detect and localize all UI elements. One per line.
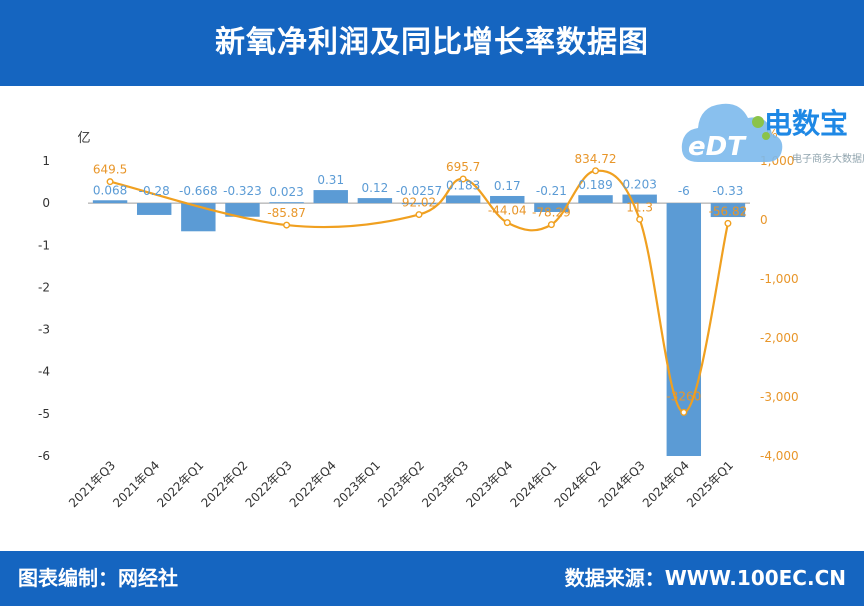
y-left-tick-label: -3 [38,323,50,337]
line-point [680,408,688,416]
bar [666,203,702,456]
bar-data-label: 0.189 [578,178,612,192]
x-tick-label: 2022年Q1 [154,458,206,510]
y-right-tick-label: -3,000 [760,390,799,404]
bar-data-label: -0.28 [139,184,170,198]
y-left-tick-label: -1 [38,238,50,252]
header-bar: 新氧净利润及同比增长率数据图 [0,0,864,86]
bar [490,195,525,204]
chart-title: 新氧净利润及同比增长率数据图 [215,25,649,60]
line-point [724,219,732,227]
bar [225,203,260,217]
chart-area: 亿10-1-2-3-4-5-6%1,0000-1,000-2,000-3,000… [38,127,799,510]
bar-data-label: 0.203 [622,178,656,192]
logo-subtitle: 电子商务大数据库 [792,154,864,165]
x-tick-label: 2021年Q4 [110,458,162,510]
bar [578,195,613,204]
line-data-label: 92.02 [402,196,436,210]
line-point [415,211,423,219]
x-tick-label: 2023年Q2 [375,458,427,510]
logo-mark: eDT [688,132,745,162]
bar-data-label: 0.31 [317,173,344,187]
line-point [592,167,600,175]
bar [622,194,657,204]
x-tick-label: 2024年Q4 [640,458,692,510]
y-left-tick-label: -4 [38,365,50,379]
bar [181,203,216,232]
bar [269,202,304,204]
y-left-tick-label: -5 [38,407,50,421]
footer-source: 数据来源：WWW.100EC.CN [564,566,846,590]
line-data-label: 834.72 [575,152,617,166]
x-tick-label: 2023年Q1 [331,458,383,510]
line-data-label: -78.29 [532,206,571,220]
line-point [547,221,555,229]
logo-brand-name: 电数宝 [764,107,849,140]
y-left-tick-label: 0 [42,196,50,210]
x-tick-label: 2021年Q3 [66,458,118,510]
footer-editor: 图表编制：网经社 [18,566,178,590]
bar [710,203,746,218]
y-left-unit: 亿 [77,131,90,146]
cloud-icon [681,103,783,162]
bar [136,203,172,215]
bar-data-label: -0.0257 [396,184,442,198]
bar [92,200,128,204]
x-tick-label: 2024年Q1 [507,458,559,510]
bar [401,203,437,205]
footer-bar: 图表编制：网经社 数据来源：WWW.100EC.CN [0,551,864,606]
brand-logo: eDT 电数宝 电子商务大数据库 [678,92,864,182]
bar [313,190,348,204]
x-tick-label: 2023年Q4 [463,458,515,510]
line-data-label: -3260 [666,389,701,403]
line-point [283,221,291,229]
y-right-tick-label: -1,000 [760,272,799,286]
bar-data-label: -0.668 [179,184,218,198]
x-tick-label: 2024年Q3 [596,458,648,510]
bar [357,198,393,204]
x-tick-label: 2023年Q3 [419,458,471,510]
bar-data-label: 0.17 [494,179,521,193]
y-right-tick-label: 0 [760,213,768,227]
x-tick-label: 2024年Q2 [552,458,604,510]
bar [534,203,569,212]
bar-data-label: -6 [678,184,690,198]
bar-data-label: 0.023 [269,185,303,199]
y-left-tick-label: -2 [38,280,50,294]
bar-data-label: -0.323 [223,184,262,198]
line-data-label: -44.04 [488,204,527,218]
line-data-label: 11.3 [626,200,653,214]
x-tick-label: 2022年Q4 [287,458,339,510]
y-left-tick-label: -6 [38,449,50,463]
line-data-label: -85.87 [267,206,306,220]
bar-data-label: 0.068 [93,183,127,197]
line-data-label: -56.82 [709,204,748,218]
y-left-tick-label: 1 [42,154,50,168]
bar-data-label: -0.21 [536,184,567,198]
y-right-tick-label: -2,000 [760,331,799,345]
line-point [459,175,467,183]
bar [445,195,481,204]
line-point [636,215,644,223]
x-tick-label: 2022年Q2 [199,458,251,510]
line-data-label: 695.7 [446,160,480,174]
x-tick-label: 2022年Q3 [243,458,295,510]
bar-data-label: -0.33 [712,184,743,198]
growth-rate-line [109,169,730,414]
bar-data-label: 0.183 [446,178,480,192]
line-point [106,178,114,186]
line-data-label: 649.5 [93,163,127,177]
y-right-tick-label: -4,000 [760,449,799,463]
x-tick-label: 2025年Q1 [684,458,736,510]
line-point [503,219,511,227]
bar-data-label: 0.12 [362,181,389,195]
